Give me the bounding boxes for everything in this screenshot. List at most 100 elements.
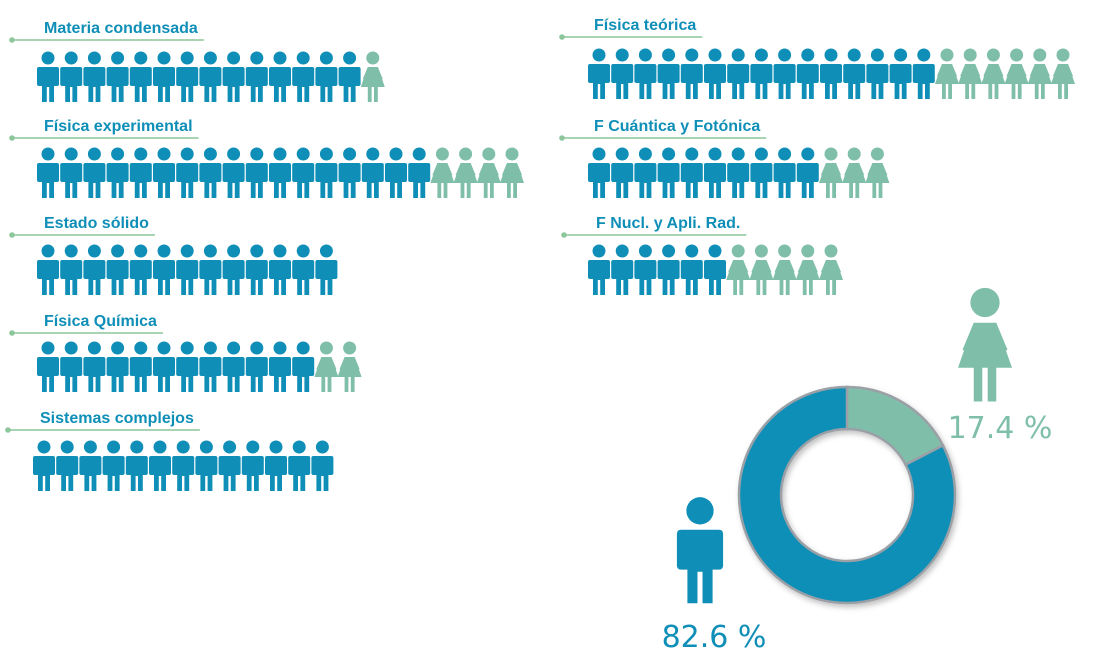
man-icon — [408, 147, 431, 198]
man-icon — [129, 341, 152, 392]
man-icon — [56, 440, 79, 491]
man-icon — [676, 497, 724, 604]
woman-icon — [772, 244, 797, 295]
category-row: F Cuántica y Fotónica — [559, 118, 890, 198]
woman-icon — [360, 51, 385, 102]
man-icon — [315, 244, 338, 295]
man-icon — [176, 341, 199, 392]
man-icon — [634, 244, 657, 295]
man-icon — [79, 440, 102, 491]
man-icon — [315, 147, 338, 198]
man-icon — [680, 244, 703, 295]
man-icon — [796, 147, 819, 198]
man-icon — [60, 51, 83, 102]
man-icon — [680, 147, 703, 198]
woman-icon — [314, 341, 339, 392]
man-icon — [292, 244, 315, 295]
woman-icon — [1051, 48, 1075, 99]
man-icon — [83, 341, 106, 392]
underline-dot — [5, 427, 11, 433]
category-label: Física teórica — [594, 17, 696, 34]
man-icon — [83, 147, 106, 198]
man-icon — [245, 244, 268, 295]
man-icon — [218, 440, 241, 491]
category-label: F Cuántica y Fotónica — [594, 118, 760, 135]
woman-icon — [819, 147, 843, 198]
man-icon — [245, 51, 268, 102]
category-row: Física experimental — [9, 118, 524, 198]
man-icon — [611, 48, 634, 99]
man-icon — [292, 147, 315, 198]
man-icon — [176, 244, 199, 295]
man-icon — [611, 147, 634, 198]
category-label: Física Química — [44, 313, 157, 330]
man-icon — [172, 440, 195, 491]
man-icon — [199, 51, 222, 102]
man-icon — [704, 244, 726, 295]
woman-icon — [981, 48, 1006, 99]
category-label: Física experimental — [44, 118, 193, 135]
man-icon — [680, 48, 703, 99]
category-row: Materia condensada — [9, 20, 385, 102]
man-icon — [83, 51, 106, 102]
man-icon — [269, 341, 291, 392]
donut-chart — [737, 385, 957, 605]
man-icon — [311, 440, 334, 491]
woman-icon — [1027, 48, 1052, 99]
man-icon — [153, 244, 175, 295]
woman-icon — [935, 48, 959, 99]
man-icon — [866, 48, 889, 99]
man-icon — [195, 440, 218, 491]
woman-icon — [453, 147, 478, 198]
man-icon — [199, 341, 222, 392]
woman-icon — [337, 341, 362, 392]
man-icon — [129, 147, 152, 198]
underline-dot — [9, 330, 15, 336]
man-icon — [657, 244, 680, 295]
man-icon — [269, 244, 291, 295]
man-icon — [265, 440, 287, 491]
donut-slice-men — [737, 385, 957, 605]
man-icon — [153, 147, 175, 198]
man-icon — [338, 147, 361, 198]
man-icon — [292, 341, 315, 392]
man-icon — [727, 147, 750, 198]
category-label: Estado sólido — [44, 215, 149, 232]
man-icon — [773, 48, 796, 99]
category-row: Estado sólido — [9, 215, 338, 295]
man-icon — [727, 48, 750, 99]
category-row: Física Química — [9, 313, 362, 392]
man-icon — [60, 341, 83, 392]
man-icon — [245, 341, 268, 392]
woman-icon — [749, 244, 774, 295]
underline-dot — [559, 34, 565, 40]
woman-icon — [1004, 48, 1029, 99]
underline-dot — [561, 232, 567, 238]
man-icon — [315, 51, 338, 102]
man-icon — [796, 48, 819, 99]
man-icon — [222, 51, 245, 102]
man-icon — [773, 147, 796, 198]
man-icon — [750, 147, 773, 198]
woman-icon — [430, 147, 455, 198]
underline-dot — [9, 232, 15, 238]
man-icon — [657, 48, 680, 99]
woman-icon — [958, 48, 983, 99]
men-percent-label: 82.6 % — [662, 620, 767, 655]
man-icon — [657, 147, 680, 198]
man-icon — [129, 244, 152, 295]
category-label: Sistemas complejos — [40, 410, 194, 427]
man-icon — [106, 244, 129, 295]
man-icon — [634, 147, 657, 198]
man-icon — [588, 147, 610, 198]
man-icon — [361, 147, 384, 198]
man-icon — [153, 341, 175, 392]
man-icon — [37, 147, 59, 198]
man-icon — [106, 51, 129, 102]
man-icon — [288, 440, 311, 491]
underline-dot — [9, 37, 15, 43]
category-row: Sistemas complejos — [5, 410, 334, 491]
man-icon — [176, 147, 199, 198]
man-icon — [199, 147, 222, 198]
